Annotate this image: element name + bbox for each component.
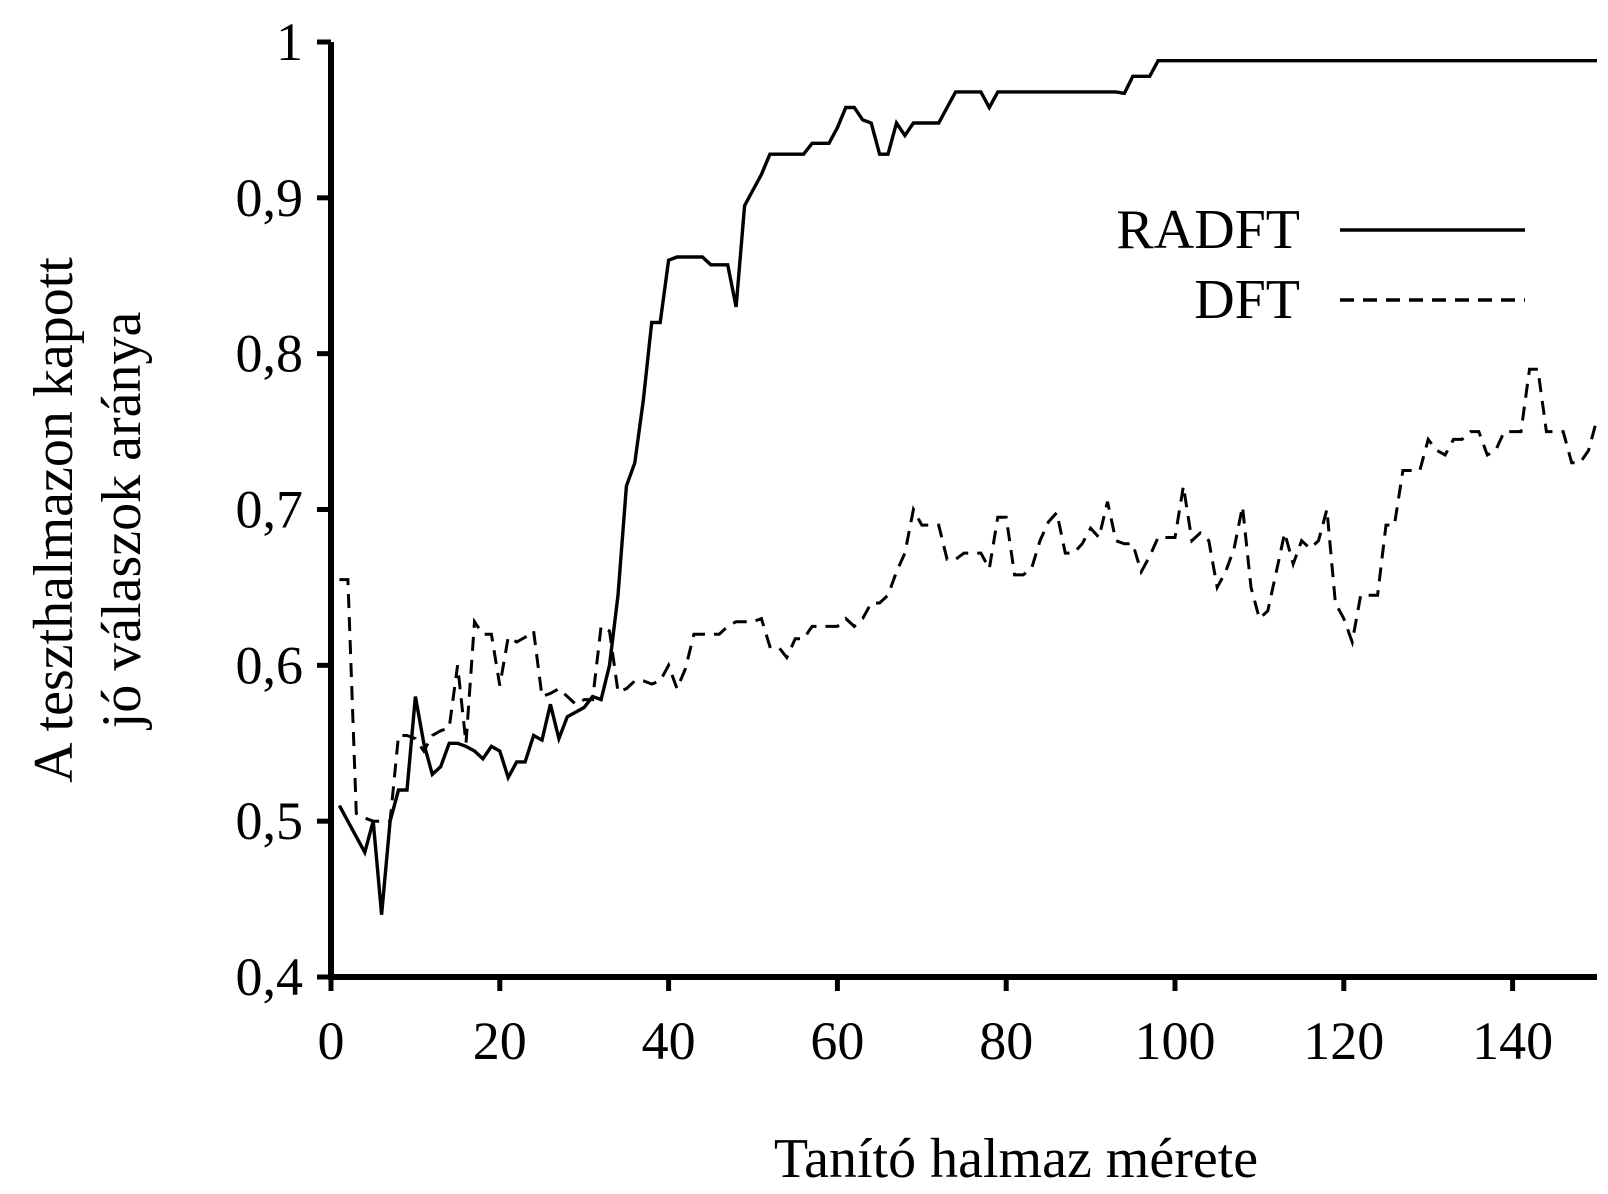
x-tick-label: 100 [1135,1011,1216,1071]
y-tick-label: 0,4 [236,947,304,1007]
y-tick-label: 1 [276,12,303,72]
series-layer [337,59,1599,915]
series-line-dft [339,367,1599,823]
x-tick-label: 20 [473,1011,527,1071]
x-tick-label: 80 [979,1011,1033,1071]
x-tick-label: 0 [318,1011,345,1071]
series-line-radft [337,59,1597,915]
x-tick-label: 140 [1472,1011,1553,1071]
x-tick-label: 120 [1303,1011,1384,1071]
x-axis-title: Tanító halmaz mérete [774,1128,1258,1190]
y-tick-label: 0,7 [236,480,304,540]
y-axis-title-line-1: A teszthalmazon kapott [23,257,85,783]
legend-label-dft: DFT [1194,269,1300,331]
y-axis-title-line-2: jó válaszok aránya [91,312,153,731]
legend-label-radft: RADFT [1116,199,1300,261]
axes: 0,4 0,5 0,6 0,7 0,8 0,9 1 0 20 40 60 80 100 120 140 [236,12,1597,1071]
y-tick-label: 0,5 [236,791,304,851]
x-tick-label: 60 [810,1011,864,1071]
y-tick-label: 0,8 [236,324,304,384]
x-tick-label: 40 [642,1011,696,1071]
y-tick-label: 0,9 [236,168,304,228]
y-axis-title: A teszthalmazon kapott jó válaszok arány… [23,257,153,783]
legend: RADFT DFT [1116,199,1525,331]
y-tick-label: 0,6 [236,635,304,695]
